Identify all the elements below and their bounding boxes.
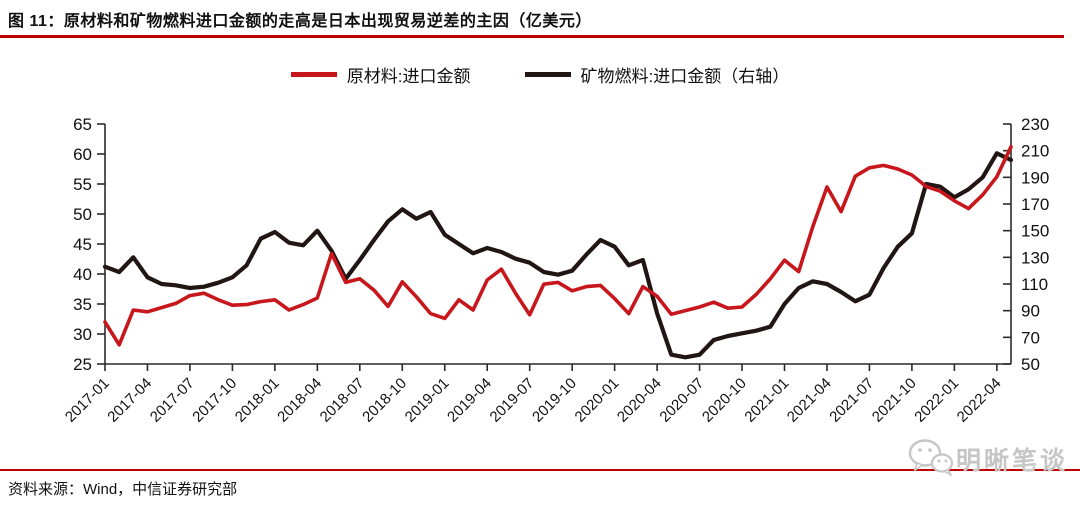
svg-text:2019-04: 2019-04 <box>444 375 495 426</box>
svg-text:2021-01: 2021-01 <box>741 375 792 426</box>
wechat-icon <box>908 436 954 481</box>
svg-text:2020-01: 2020-01 <box>571 375 622 426</box>
svg-text:110: 110 <box>1021 275 1048 294</box>
svg-text:2022-01: 2022-01 <box>911 375 962 426</box>
figure-title: 图 11：原材料和矿物燃料进口金额的走高是日本出现贸易逆差的主因（亿美元） <box>8 13 592 30</box>
svg-text:150: 150 <box>1021 222 1049 241</box>
svg-text:50: 50 <box>1021 355 1040 374</box>
svg-text:70: 70 <box>1021 328 1040 347</box>
svg-text:2017-01: 2017-01 <box>62 375 113 426</box>
svg-text:130: 130 <box>1021 248 1049 267</box>
title-underline <box>0 35 1064 38</box>
svg-text:230: 230 <box>1021 115 1049 134</box>
legend-swatch-raw-materials <box>290 72 337 77</box>
svg-text:2018-01: 2018-01 <box>232 375 283 426</box>
svg-text:170: 170 <box>1021 195 1049 214</box>
svg-text:190: 190 <box>1021 168 1049 187</box>
series-line-raw-materials <box>103 145 1013 347</box>
svg-text:45: 45 <box>73 235 92 254</box>
x-axis: 2017-012017-042017-072017-102018-012018-… <box>62 364 1005 426</box>
svg-text:35: 35 <box>73 295 92 314</box>
svg-text:50: 50 <box>73 205 92 224</box>
svg-text:65: 65 <box>73 115 92 134</box>
y-axis-right: 50 70 90 110 130 150 170 190 210 230 <box>1003 115 1049 374</box>
svg-text:2020-07: 2020-07 <box>656 375 707 426</box>
svg-text:2019-01: 2019-01 <box>402 375 453 426</box>
svg-text:2020-10: 2020-10 <box>699 375 750 426</box>
legend-item-raw-materials: 原材料:进口金额 <box>290 62 471 87</box>
svg-text:2017-07: 2017-07 <box>147 375 198 426</box>
svg-text:2019-10: 2019-10 <box>529 375 580 426</box>
legend-label-mineral-fuels: 矿物燃料:进口金额（右轴） <box>580 67 790 86</box>
footer-divider <box>0 469 1080 471</box>
svg-text:2018-04: 2018-04 <box>274 375 325 426</box>
svg-text:2022-04: 2022-04 <box>954 375 1005 426</box>
svg-text:40: 40 <box>73 265 92 284</box>
series-line-mineral-fuels <box>102 151 1014 360</box>
svg-text:30: 30 <box>73 325 92 344</box>
legend-swatch-mineral-fuels <box>524 72 571 77</box>
svg-text:2017-04: 2017-04 <box>104 375 155 426</box>
axes <box>104 124 1012 365</box>
svg-text:2021-04: 2021-04 <box>784 375 835 426</box>
svg-text:2018-10: 2018-10 <box>359 375 410 426</box>
svg-text:2020-04: 2020-04 <box>614 375 665 426</box>
svg-text:2019-07: 2019-07 <box>487 375 538 426</box>
svg-text:210: 210 <box>1021 142 1049 161</box>
y-axis-left: 25 30 35 40 45 50 55 60 65 <box>73 115 105 374</box>
svg-text:2017-10: 2017-10 <box>189 375 240 426</box>
watermark: 明晰笔谈 <box>908 436 1068 481</box>
source-note: 资料来源：Wind，中信证券研究部 <box>8 481 238 498</box>
svg-text:60: 60 <box>73 145 92 164</box>
svg-text:2021-10: 2021-10 <box>869 375 920 426</box>
legend-label-raw-materials: 原材料:进口金额 <box>346 67 471 86</box>
svg-text:55: 55 <box>73 175 92 194</box>
legend-item-mineral-fuels: 矿物燃料:进口金额（右轴） <box>524 62 790 87</box>
chart-legend: 原材料:进口金额 矿物燃料:进口金额（右轴） <box>0 62 1080 87</box>
svg-text:25: 25 <box>73 355 92 374</box>
watermark-label: 明晰笔谈 <box>955 446 1068 475</box>
svg-text:2018-07: 2018-07 <box>317 375 368 426</box>
svg-text:90: 90 <box>1021 302 1040 321</box>
svg-text:2021-07: 2021-07 <box>826 375 877 426</box>
